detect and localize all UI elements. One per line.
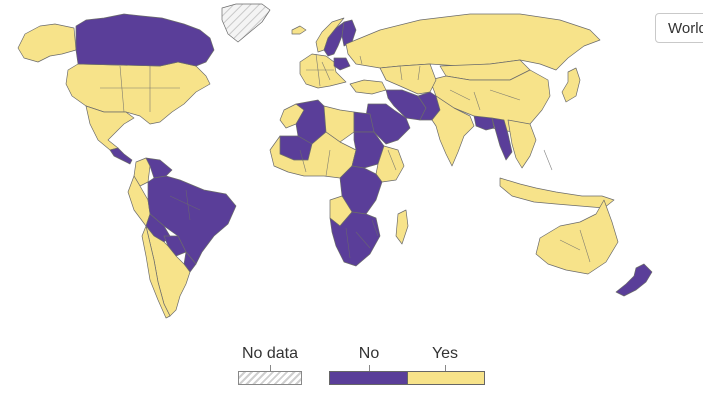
internal-border (359, 55, 363, 65)
legend-label-yes: Yes (431, 345, 459, 362)
country-china[interactable] (429, 69, 551, 133)
legend-swatch-nodata[interactable] (238, 371, 302, 385)
country-sahel[interactable] (269, 131, 357, 179)
country-brazil[interactable] (147, 175, 237, 265)
legend-swatch-yes[interactable] (407, 371, 485, 385)
country-new-zealand[interactable] (615, 263, 653, 297)
internal-border (119, 65, 125, 113)
country-central-america[interactable] (109, 147, 133, 165)
country-japan[interactable] (561, 67, 581, 103)
internal-border (169, 195, 201, 211)
internal-border (417, 65, 421, 81)
legend-label-no: No (358, 345, 380, 362)
internal-border (473, 91, 481, 111)
country-russia[interactable] (345, 13, 601, 71)
internal-border (579, 229, 591, 263)
country-iceland[interactable] (291, 25, 307, 35)
region-dropdown[interactable]: World (655, 13, 703, 43)
country-indonesia[interactable] (499, 177, 615, 209)
country-western-europe[interactable] (299, 53, 347, 89)
world-map[interactable] (0, 0, 703, 330)
country-poland[interactable] (333, 57, 351, 71)
internal-border (371, 219, 379, 237)
country-southern-africa[interactable] (329, 211, 381, 267)
internal-border (449, 89, 471, 101)
legend-tick-yes (445, 365, 446, 371)
country-chile[interactable] (141, 225, 171, 319)
legend-swatch-no[interactable] (329, 371, 407, 385)
country-southeast-asia[interactable] (507, 119, 537, 169)
internal-border (399, 65, 403, 81)
internal-border (559, 239, 581, 251)
legend-tick-nodata (270, 365, 271, 371)
internal-border (379, 67, 387, 81)
internal-border (489, 89, 521, 101)
country-canada[interactable] (75, 13, 215, 67)
country-greenland[interactable] (221, 3, 271, 43)
country-bangladesh[interactable] (473, 115, 495, 131)
country-turkey[interactable] (349, 79, 387, 95)
internal-border (345, 227, 351, 259)
legend-label-nodata: No data (241, 345, 299, 362)
country-alaska[interactable] (17, 23, 77, 63)
country-myanmar[interactable] (491, 117, 513, 161)
legend-tick-no (369, 365, 370, 371)
internal-border (321, 61, 331, 81)
internal-border (387, 149, 397, 171)
country-madagascar[interactable] (395, 209, 409, 245)
region-dropdown-value: World (668, 20, 703, 37)
map-canvas[interactable] (0, 0, 703, 330)
country-paraguay[interactable] (163, 235, 187, 257)
internal-border (325, 149, 331, 177)
map-legend: No data No Yes (0, 340, 703, 400)
internal-border (355, 231, 371, 249)
country-mexico[interactable] (85, 105, 135, 151)
internal-border (299, 149, 307, 173)
country-australia[interactable] (535, 199, 619, 275)
country-central-asia[interactable] (379, 63, 437, 95)
internal-border (543, 149, 553, 171)
internal-border (185, 189, 191, 221)
country-india[interactable] (431, 95, 475, 167)
